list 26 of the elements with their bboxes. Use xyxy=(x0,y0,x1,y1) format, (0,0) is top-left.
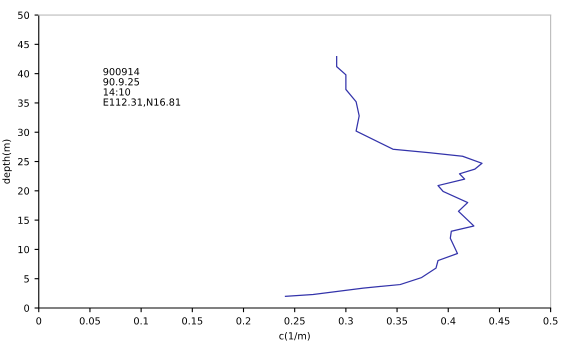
y-tick-label: 5 xyxy=(24,275,29,283)
x-tick-label: 0.05 xyxy=(80,317,100,325)
y-tick-label: 10 xyxy=(18,246,30,254)
x-tick-label: 0.45 xyxy=(489,317,510,325)
y-tick-label: 15 xyxy=(18,216,29,224)
x-tick-label: 0.15 xyxy=(182,317,202,325)
y-tick-label: 25 xyxy=(18,158,29,166)
x-tick-label: 0.35 xyxy=(386,317,408,325)
y-tick-label: 45 xyxy=(18,40,29,48)
x-tick-label: 0.5 xyxy=(544,317,558,325)
x-tick-label: 0 xyxy=(36,317,42,325)
x-tick-label: 0.25 xyxy=(284,317,305,325)
x-tick-label: 0.3 xyxy=(338,317,353,325)
x-tick-label: 0.4 xyxy=(441,317,456,325)
y-tick-label: 40 xyxy=(18,70,30,78)
x-tick-label: 0.2 xyxy=(236,317,250,325)
y-tick-label: 30 xyxy=(18,128,30,136)
y-tick-label: 35 xyxy=(18,99,29,107)
line-series xyxy=(284,56,483,297)
x-tick-label: 0.1 xyxy=(134,317,148,325)
y-tick-label: 50 xyxy=(18,12,30,19)
y-tick-label: 0 xyxy=(24,304,30,312)
y-tick-label: 20 xyxy=(18,187,30,195)
x-axis-title: c(1/m) xyxy=(279,332,310,341)
y-axis-title: depth(m) xyxy=(2,140,12,184)
annotation: 900914 90.9.25 14:10 E112.31,N16.81 xyxy=(103,68,180,107)
